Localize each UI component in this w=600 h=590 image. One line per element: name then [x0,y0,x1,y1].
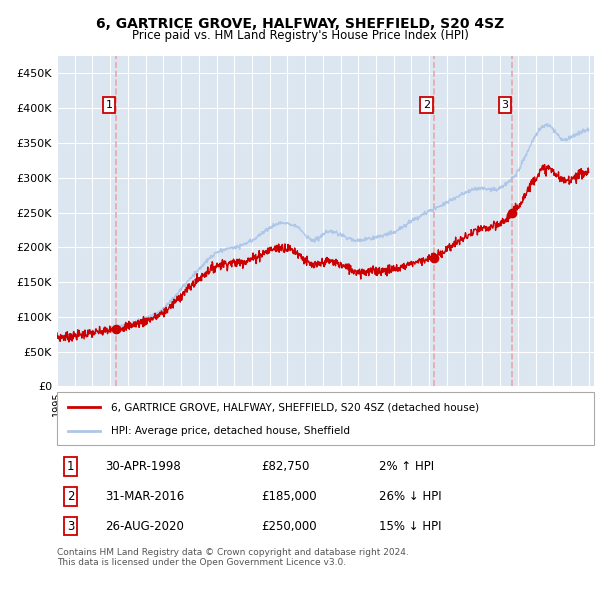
Text: Price paid vs. HM Land Registry's House Price Index (HPI): Price paid vs. HM Land Registry's House … [131,30,469,42]
Text: 2% ↑ HPI: 2% ↑ HPI [379,460,434,473]
Text: 1: 1 [67,460,74,473]
Text: HPI: Average price, detached house, Sheffield: HPI: Average price, detached house, Shef… [111,425,350,435]
Text: 2: 2 [423,100,430,110]
Text: £185,000: £185,000 [261,490,317,503]
FancyBboxPatch shape [57,392,594,445]
Text: £250,000: £250,000 [261,520,317,533]
Text: 26% ↓ HPI: 26% ↓ HPI [379,490,442,503]
Text: 2: 2 [67,490,74,503]
Text: 31-MAR-2016: 31-MAR-2016 [106,490,185,503]
Text: 30-APR-1998: 30-APR-1998 [106,460,181,473]
Text: Contains HM Land Registry data © Crown copyright and database right 2024.
This d: Contains HM Land Registry data © Crown c… [57,548,409,567]
Text: 3: 3 [502,100,508,110]
Text: 1: 1 [106,100,112,110]
Text: 15% ↓ HPI: 15% ↓ HPI [379,520,442,533]
Text: 3: 3 [67,520,74,533]
Text: 6, GARTRICE GROVE, HALFWAY, SHEFFIELD, S20 4SZ: 6, GARTRICE GROVE, HALFWAY, SHEFFIELD, S… [96,17,504,31]
Text: £82,750: £82,750 [261,460,310,473]
Text: 6, GARTRICE GROVE, HALFWAY, SHEFFIELD, S20 4SZ (detached house): 6, GARTRICE GROVE, HALFWAY, SHEFFIELD, S… [111,402,479,412]
Text: 26-AUG-2020: 26-AUG-2020 [106,520,184,533]
